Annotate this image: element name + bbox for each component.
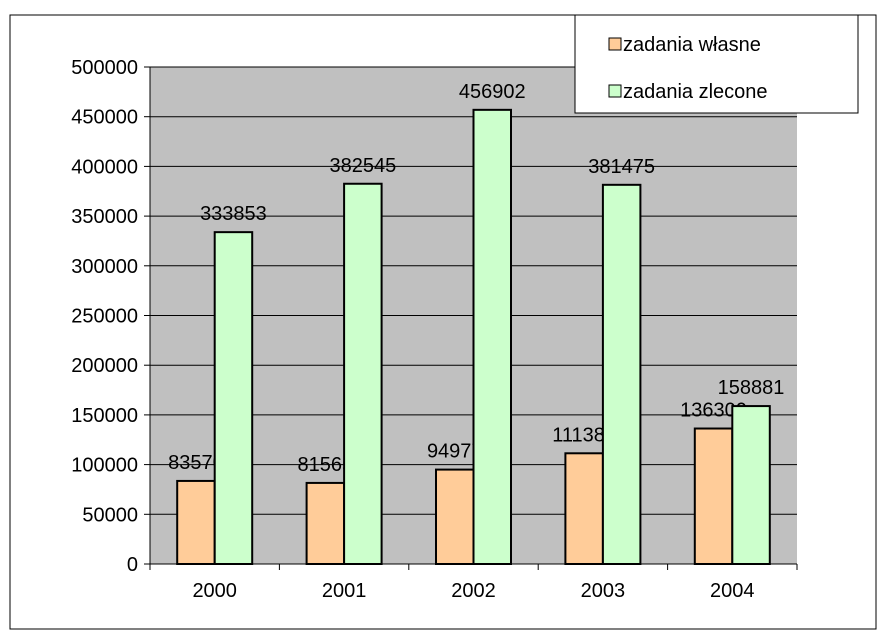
bar	[564, 452, 604, 566]
bar	[213, 231, 254, 565]
value-label: 94977	[427, 441, 483, 463]
legend	[574, 14, 859, 114]
value-label: 382545	[329, 155, 396, 177]
bar	[435, 468, 475, 565]
value-label: 333853	[200, 203, 267, 225]
y-tick-label: 150000	[71, 405, 138, 427]
bar	[472, 108, 512, 565]
bar	[601, 183, 642, 565]
legend-label: zadania własne	[623, 34, 761, 56]
legend-label: zadania zlecone	[623, 81, 768, 103]
value-label: 81565	[298, 454, 354, 476]
bar	[176, 479, 216, 566]
y-tick-label: 500000	[71, 57, 138, 79]
x-tick-label: 2001	[322, 580, 367, 602]
legend-swatch	[608, 37, 622, 51]
x-tick-label: 2000	[192, 580, 237, 602]
y-tick-label: 100000	[71, 455, 138, 477]
y-tick-label: 200000	[71, 355, 138, 377]
bar	[693, 427, 734, 565]
legend-swatch	[608, 84, 622, 98]
value-label: 136300	[680, 400, 747, 422]
y-tick-label: 50000	[82, 504, 138, 526]
bar	[343, 182, 383, 565]
y-tick-label: 350000	[71, 206, 138, 228]
bar	[731, 405, 771, 566]
y-tick-label: 400000	[71, 156, 138, 178]
x-tick-label: 2003	[581, 580, 626, 602]
value-label: 456902	[459, 81, 526, 103]
y-tick-label: 300000	[71, 256, 138, 278]
y-tick-label: 250000	[71, 306, 138, 328]
value-label: 111381	[552, 424, 616, 446]
y-tick-label: 450000	[71, 107, 138, 129]
x-tick-label: 2004	[710, 580, 755, 602]
bar	[305, 481, 346, 565]
x-tick-label: 2002	[451, 580, 496, 602]
value-label: 158881	[718, 377, 785, 399]
value-label: 381475	[588, 156, 655, 178]
value-label: 83570	[168, 452, 224, 474]
y-tick-label: 0	[127, 554, 138, 576]
